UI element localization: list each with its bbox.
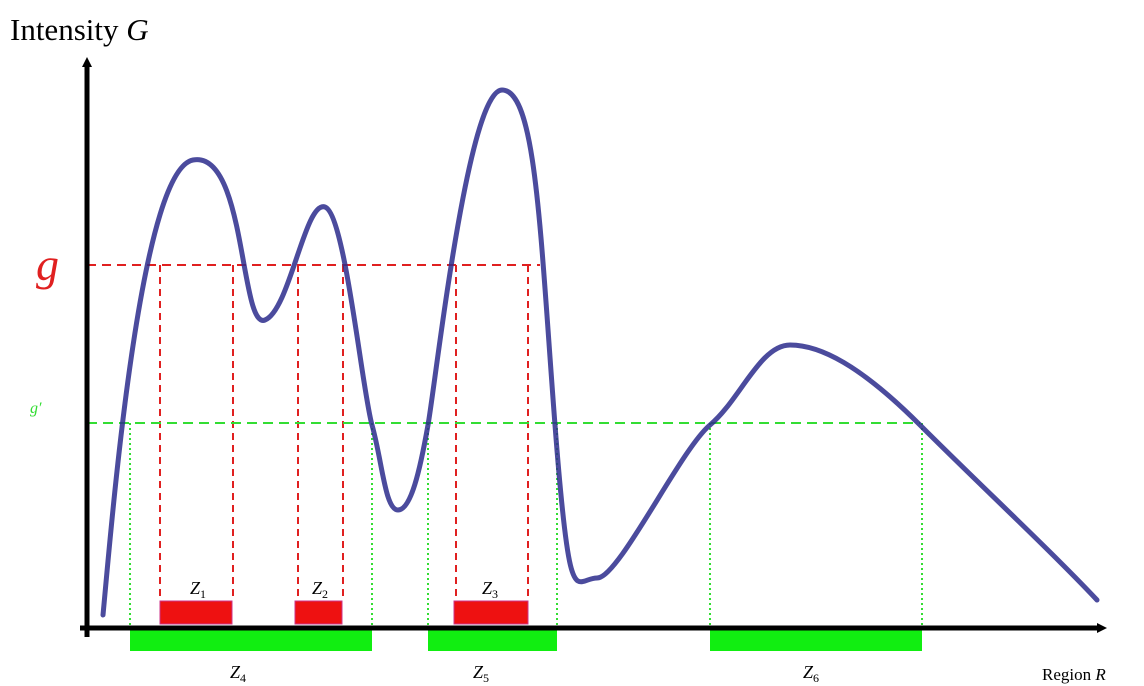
red-zones (160, 601, 528, 624)
y-axis-label-word: Intensity (10, 12, 119, 47)
zone-subscript: 5 (483, 671, 489, 685)
zone-subscript: 3 (492, 587, 498, 601)
x-axis-variable: R (1094, 665, 1106, 684)
zone-subscript: 4 (240, 671, 246, 685)
zone-label: Z5 (473, 662, 489, 685)
zone-label: Z3 (482, 578, 498, 601)
zone-label: Z6 (803, 662, 819, 685)
green-zones (130, 629, 922, 651)
x-axis-label: Region R (1042, 665, 1106, 684)
diagram: Intensity G g g′ Region R Z1 Z2 Z3 Z4 Z5 Z6 (0, 0, 1144, 686)
x-axis-label-word: Region (1042, 665, 1092, 684)
zone-label: Z2 (312, 578, 328, 601)
zone-subscript: 1 (200, 587, 206, 601)
y-axis-label: Intensity G (10, 12, 149, 47)
threshold-g-prime-drops (130, 423, 922, 628)
zone-subscript: 2 (322, 587, 328, 601)
zone-label: Z4 (230, 662, 246, 685)
threshold-g-prime-label: g′ (30, 400, 42, 417)
zone-subscript: 6 (813, 671, 819, 685)
intensity-curve (103, 90, 1097, 615)
threshold-g-drops (160, 265, 528, 601)
threshold-g-label: g (36, 239, 59, 290)
y-axis-variable: G (126, 12, 148, 47)
zone-label: Z1 (190, 578, 206, 601)
